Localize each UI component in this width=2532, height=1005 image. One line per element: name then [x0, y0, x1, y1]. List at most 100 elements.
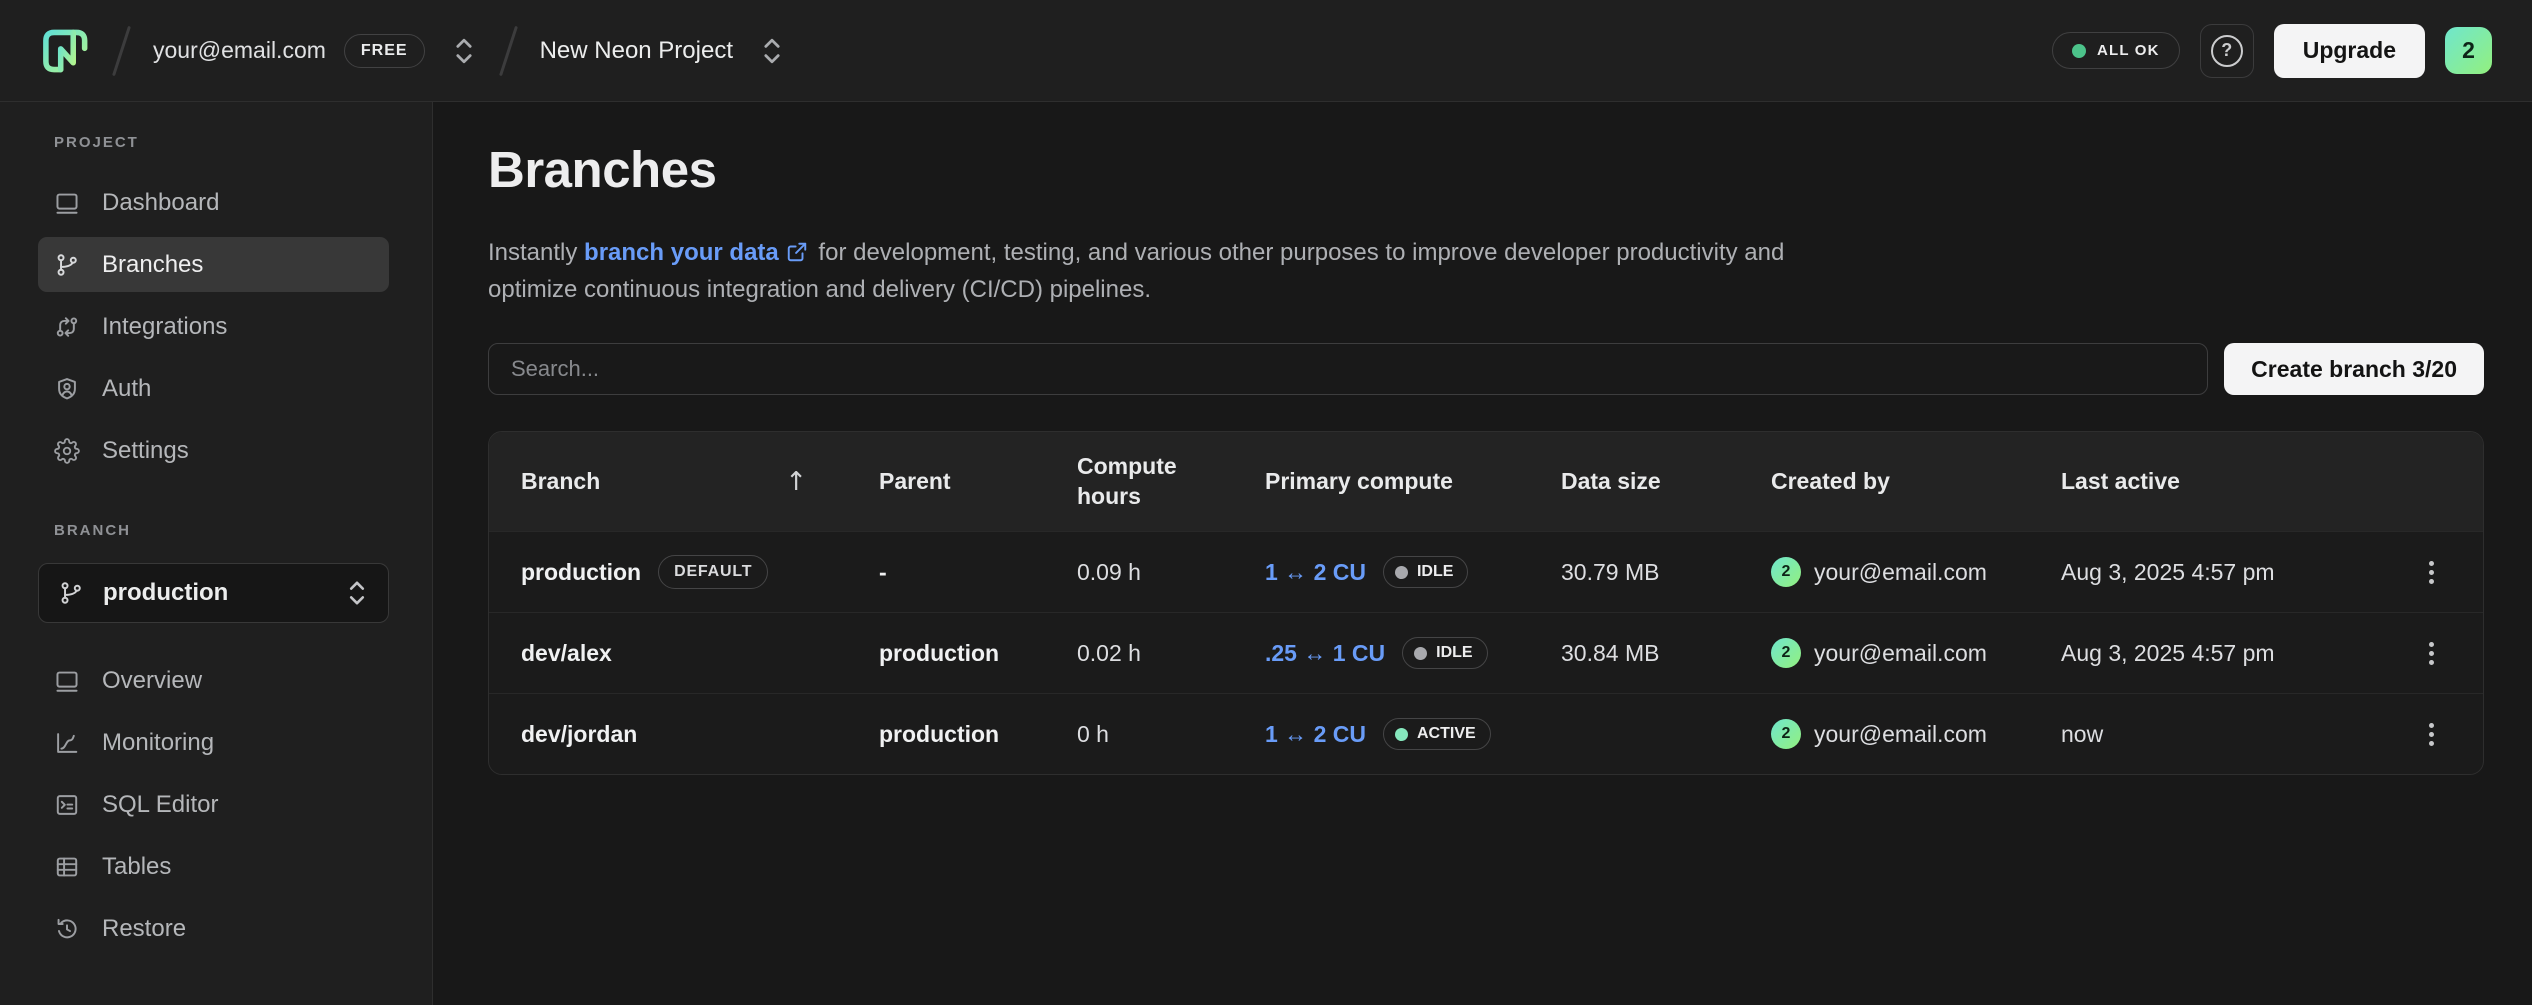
- sidebar-item-auth[interactable]: Auth: [38, 361, 389, 416]
- last-active-cell: Aug 3, 2025 4:57 pm: [2061, 639, 2275, 666]
- column-header-data-size: Data size: [1561, 468, 1661, 494]
- last-active-cell: Aug 3, 2025 4:57 pm: [2061, 558, 2275, 585]
- created-by-cell: 2 your@email.com: [1771, 557, 2061, 587]
- parent-cell: production: [879, 639, 1000, 666]
- compute-status-badge: IDLE: [1382, 556, 1469, 588]
- avatar: 2: [1771, 638, 1801, 668]
- sidebar: PROJECT Dashboard Branches Integrations: [0, 102, 433, 1005]
- creator-email: your@email.com: [1814, 558, 1987, 585]
- created-by-cell: 2 your@email.com: [1771, 638, 2061, 668]
- project-name: New Neon Project: [539, 36, 733, 64]
- active-dot-icon: [1394, 727, 1408, 741]
- integrations-icon: [54, 314, 80, 340]
- creator-email: your@email.com: [1814, 720, 1987, 747]
- sidebar-item-overview[interactable]: Overview: [38, 653, 389, 708]
- gear-icon: [54, 437, 80, 464]
- sidebar-item-sql-editor[interactable]: SQL Editor: [38, 777, 389, 832]
- column-header-last-active: Last active: [2061, 468, 2180, 494]
- row-menu-button[interactable]: [2407, 710, 2455, 758]
- sidebar-item-restore[interactable]: Restore: [38, 901, 389, 956]
- column-header-primary-compute: Primary compute: [1265, 468, 1453, 494]
- sidebar-item-dashboard[interactable]: Dashboard: [38, 175, 389, 230]
- top-bar: your@email.com FREE New Neon Project ALL…: [0, 0, 2532, 102]
- branch-selector[interactable]: production: [38, 563, 389, 623]
- sort-ascending-icon: ↑: [785, 466, 807, 497]
- sidebar-item-label: Restore: [102, 914, 187, 942]
- avatar: 2: [1771, 719, 1801, 749]
- row-menu-button[interactable]: [2407, 629, 2455, 677]
- sidebar-item-label: Integrations: [102, 312, 228, 340]
- data-size-cell: 30.79 MB: [1561, 558, 1660, 585]
- auth-shield-icon: [54, 376, 80, 402]
- sidebar-item-label: Dashboard: [102, 188, 220, 216]
- column-header-parent: Parent: [879, 468, 951, 494]
- sidebar-item-label: Auth: [102, 374, 152, 402]
- description-prefix: Instantly: [488, 239, 585, 266]
- sidebar-item-label: SQL Editor: [102, 790, 219, 818]
- primary-compute-cell: .25 ↔ 1 CU IDLE: [1265, 637, 1561, 669]
- compute-units: 1 ↔ 2 CU: [1265, 720, 1366, 747]
- column-header-compute-hours: Compute hours: [1077, 452, 1177, 509]
- compute-units: 1 ↔ 2 CU: [1265, 558, 1366, 585]
- org-breadcrumb[interactable]: your@email.com FREE: [153, 33, 477, 68]
- table-row[interactable]: production DEFAULT - 0.09 h 1 ↔ 2 CU IDL…: [489, 531, 2483, 612]
- branch-name-cell: dev/alex: [489, 640, 879, 667]
- status-badge-label: ALL OK: [2096, 42, 2160, 59]
- monitoring-icon: [54, 730, 80, 756]
- sidebar-item-monitoring[interactable]: Monitoring: [38, 715, 389, 770]
- sql-editor-icon: [54, 792, 80, 818]
- sidebar-item-label: Tables: [102, 852, 172, 880]
- table-controls: Create branch 3/20: [488, 343, 2484, 395]
- sidebar-item-integrations[interactable]: Integrations: [38, 299, 389, 354]
- last-active-cell: now: [2061, 720, 2104, 747]
- user-avatar[interactable]: 2: [2445, 27, 2492, 74]
- table-row[interactable]: dev/alex production 0.02 h .25 ↔ 1 CU ID…: [489, 612, 2483, 693]
- sidebar-item-branches[interactable]: Branches: [38, 237, 389, 292]
- created-by-cell: 2 your@email.com: [1771, 719, 2061, 749]
- project-breadcrumb[interactable]: New Neon Project: [540, 34, 785, 68]
- branch-selector-value: production: [103, 579, 229, 606]
- help-button[interactable]: ?: [2199, 23, 2254, 78]
- compute-hours-cell: 0 h: [1077, 720, 1109, 747]
- main-content: Branches Instantly branch your data for …: [433, 102, 2532, 1005]
- branches-table: Branch ↑ Parent Compute hours Primary co…: [488, 431, 2484, 775]
- status-ok-dot-icon: [2071, 43, 2086, 58]
- create-branch-button[interactable]: Create branch 3/20: [2224, 343, 2484, 395]
- sidebar-item-label: Monitoring: [102, 728, 215, 756]
- sidebar-item-settings[interactable]: Settings: [38, 423, 389, 478]
- git-branch-icon: [54, 252, 80, 278]
- primary-compute-cell: 1 ↔ 2 CU ACTIVE: [1265, 718, 1561, 750]
- system-status-badge[interactable]: ALL OK: [2051, 32, 2180, 69]
- creator-email: your@email.com: [1814, 639, 1987, 666]
- compute-hours-cell: 0.09 h: [1077, 558, 1141, 585]
- chevron-updown-icon[interactable]: [451, 34, 477, 68]
- column-header-branch[interactable]: Branch ↑: [521, 466, 807, 497]
- dashboard-icon: [54, 190, 80, 216]
- data-size-cell: 30.84 MB: [1561, 639, 1660, 666]
- page-description: Instantly branch your data for developme…: [488, 234, 1858, 308]
- row-menu-button[interactable]: [2407, 548, 2455, 596]
- table-row[interactable]: dev/jordan production 0 h 1 ↔ 2 CU ACTIV…: [489, 693, 2483, 774]
- upgrade-button[interactable]: Upgrade: [2273, 23, 2425, 78]
- description-suffix: for development, testing, and various ot…: [488, 239, 1785, 303]
- idle-dot-icon: [1394, 565, 1408, 579]
- compute-status-badge: ACTIVE: [1382, 718, 1491, 750]
- plan-badge: FREE: [343, 33, 425, 68]
- sidebar-item-label: Overview: [102, 666, 203, 694]
- git-branch-icon: [58, 580, 84, 606]
- search-input[interactable]: [488, 343, 2209, 395]
- neon-logo-icon[interactable]: [40, 26, 90, 76]
- sidebar-item-label: Branches: [102, 250, 204, 278]
- chevron-updown-icon[interactable]: [759, 34, 785, 68]
- sidebar-item-tables[interactable]: Tables: [38, 839, 389, 894]
- breadcrumb-separator: [112, 25, 131, 76]
- sidebar-item-label: Settings: [102, 436, 189, 464]
- branch-section-label: BRANCH: [54, 522, 131, 539]
- compute-status-badge: IDLE: [1402, 637, 1488, 669]
- project-section-label: PROJECT: [54, 134, 139, 151]
- external-link-icon: [786, 241, 808, 263]
- restore-icon: [54, 916, 80, 942]
- primary-compute-cell: 1 ↔ 2 CU IDLE: [1265, 556, 1561, 588]
- default-badge: DEFAULT: [658, 555, 769, 589]
- branch-your-data-link[interactable]: branch your data: [584, 239, 779, 266]
